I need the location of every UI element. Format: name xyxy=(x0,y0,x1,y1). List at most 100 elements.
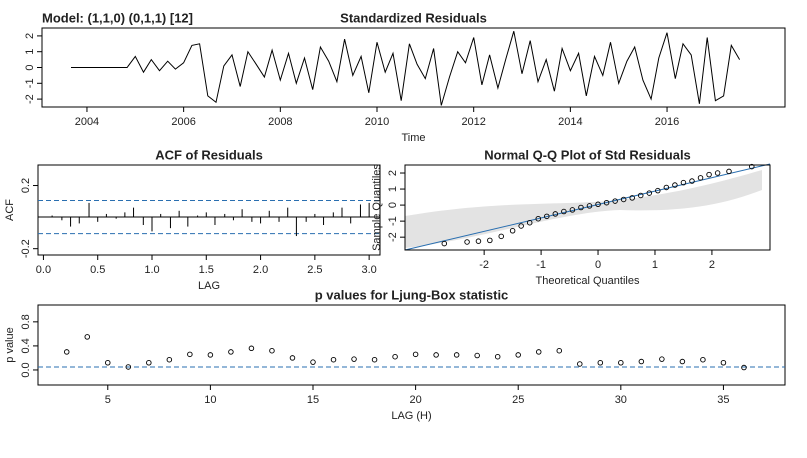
x-axis-label: Time xyxy=(401,132,425,144)
x-tick-label: 35 xyxy=(717,394,729,406)
y-tick-label: 0.8 xyxy=(20,314,32,329)
point xyxy=(720,359,727,366)
x-tick-label: 10 xyxy=(204,394,216,406)
x-tick-label: 0.0 xyxy=(36,264,51,276)
y-tick-label: 2 xyxy=(387,170,399,176)
point xyxy=(726,168,732,175)
panel-title: Standardized Residuals xyxy=(340,10,487,25)
x-tick-label: 3.0 xyxy=(361,264,376,276)
y-tick-label: 0 xyxy=(24,64,36,70)
point xyxy=(228,349,234,355)
point xyxy=(433,352,439,358)
point xyxy=(655,187,661,194)
point xyxy=(392,353,398,360)
point xyxy=(629,195,635,201)
point xyxy=(638,358,645,365)
y-tick-label: 0 xyxy=(387,202,399,208)
x-tick-label: -2 xyxy=(479,259,489,271)
point xyxy=(697,175,704,181)
point xyxy=(679,358,686,365)
point xyxy=(700,356,706,363)
point xyxy=(63,349,70,355)
point xyxy=(749,163,755,170)
point xyxy=(475,238,482,244)
x-tick-label: 2016 xyxy=(655,116,679,128)
x-tick-label: 2012 xyxy=(461,116,485,128)
x-tick-label: 2 xyxy=(709,259,715,271)
point xyxy=(518,223,524,229)
point xyxy=(509,228,516,234)
point xyxy=(663,184,670,191)
x-axis-label: LAG xyxy=(198,280,220,292)
confidence-band xyxy=(405,170,762,248)
x-tick-label: 20 xyxy=(409,394,421,406)
y-tick-label: -0.2 xyxy=(20,239,32,258)
residual-line xyxy=(71,31,741,106)
point xyxy=(207,352,214,358)
point xyxy=(498,233,504,240)
point xyxy=(620,196,627,203)
y-tick-label: 1 xyxy=(24,49,36,55)
point xyxy=(552,211,559,217)
point xyxy=(646,190,653,196)
point xyxy=(556,347,563,354)
y-axis-label: p value xyxy=(4,327,16,362)
point xyxy=(586,203,593,209)
x-tick-label: 25 xyxy=(512,394,524,406)
point xyxy=(125,364,132,370)
point xyxy=(741,364,747,371)
y-axis-label: Sample Quantiles xyxy=(371,164,383,251)
point xyxy=(680,179,687,186)
point xyxy=(187,351,193,358)
y-tick-label: 0.0 xyxy=(20,362,32,377)
y-tick-label: -2 xyxy=(387,232,399,242)
point xyxy=(689,178,695,184)
point xyxy=(597,359,604,366)
point xyxy=(310,359,316,365)
x-tick-label: 1.5 xyxy=(199,264,214,276)
point xyxy=(412,351,419,358)
point xyxy=(494,353,501,360)
point xyxy=(105,359,111,366)
point xyxy=(578,204,584,211)
plot-frame xyxy=(37,304,786,386)
y-tick-label: -1 xyxy=(387,216,399,226)
x-tick-label: 2014 xyxy=(558,116,582,128)
y-axis-label: ACF xyxy=(4,199,16,221)
panel-title: ACF of Residuals xyxy=(155,147,263,162)
x-tick-label: 1.0 xyxy=(144,264,159,276)
point xyxy=(248,345,255,352)
point xyxy=(289,355,296,361)
x-tick-label: 2.5 xyxy=(307,264,322,276)
x-tick-label: 2004 xyxy=(75,116,99,128)
point xyxy=(487,237,493,244)
point xyxy=(569,207,576,213)
panel-title: p values for Ljung-Box statistic xyxy=(315,287,509,302)
plot-frame xyxy=(37,164,381,256)
point xyxy=(330,356,337,363)
y-tick-label: 1 xyxy=(387,186,399,192)
x-tick-label: -1 xyxy=(536,259,546,271)
point xyxy=(351,356,357,362)
point xyxy=(526,219,533,226)
x-tick-label: 0.5 xyxy=(90,264,105,276)
point xyxy=(515,352,521,358)
x-tick-label: 2008 xyxy=(268,116,292,128)
x-tick-label: 0 xyxy=(595,259,601,271)
y-tick-label: -2 xyxy=(24,94,36,104)
x-tick-label: 15 xyxy=(307,394,319,406)
x-tick-label: 2.0 xyxy=(253,264,268,276)
x-axis-label: Theoretical Quantiles xyxy=(536,275,640,287)
x-axis-label: LAG (H) xyxy=(391,410,431,422)
x-tick-label: 5 xyxy=(105,394,111,406)
x-tick-label: 2010 xyxy=(365,116,389,128)
point xyxy=(441,240,448,247)
point xyxy=(603,199,610,206)
y-tick-label: 2 xyxy=(24,33,36,39)
point xyxy=(659,356,665,362)
point xyxy=(84,334,91,340)
point xyxy=(637,192,644,199)
point xyxy=(535,215,541,222)
x-tick-label: 1 xyxy=(652,259,658,271)
